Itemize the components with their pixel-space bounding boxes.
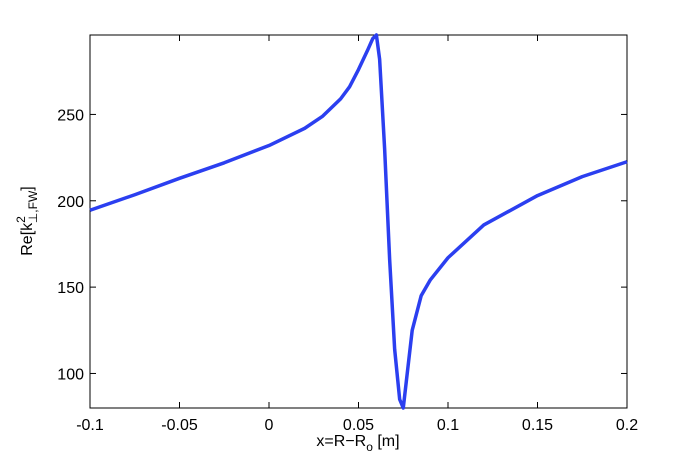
y-tick-label: 100 — [57, 366, 84, 383]
x-tick-label: -0.05 — [161, 417, 198, 434]
x-tick-label: 0.2 — [616, 417, 638, 434]
y-axis-label: Re[k2⊥,FW] — [14, 186, 40, 256]
line-series — [89, 33, 628, 410]
x-tick-label: -0.1 — [76, 417, 104, 434]
x-tick-label: 0.15 — [522, 417, 553, 434]
y-tick-label: 250 — [57, 107, 84, 124]
x-tick-label: 0.1 — [437, 417, 459, 434]
y-tick-label: 200 — [57, 194, 84, 211]
x-tick-label: 0.05 — [343, 417, 374, 434]
y-tick-label: 150 — [57, 280, 84, 297]
plot-area — [89, 34, 628, 409]
x-tick-label: 0 — [265, 417, 274, 434]
x-axis-label: x=R−Ro [m] — [316, 433, 399, 454]
